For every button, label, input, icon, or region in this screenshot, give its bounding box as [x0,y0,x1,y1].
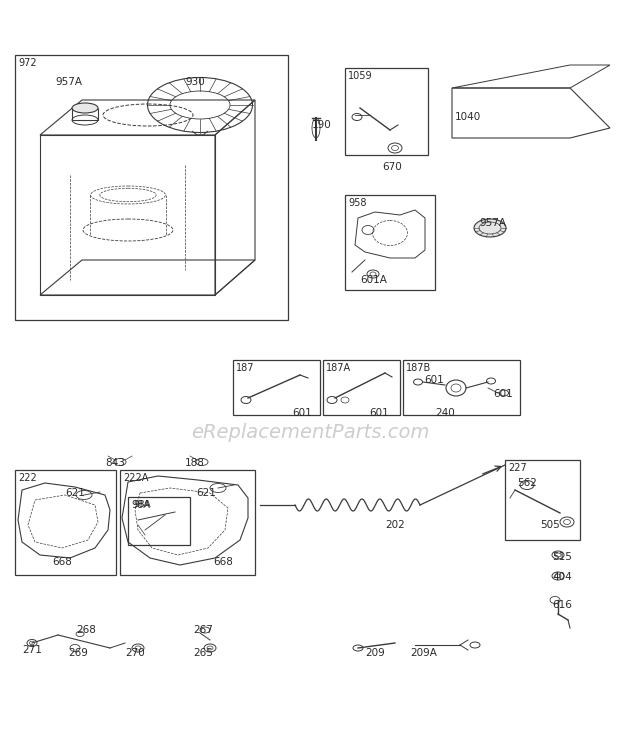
Text: 958: 958 [348,198,366,208]
Text: 265: 265 [193,648,213,658]
Text: 209: 209 [365,648,385,658]
Text: 601A: 601A [360,275,387,285]
Text: eReplacementParts.com: eReplacementParts.com [191,423,429,441]
Text: 601: 601 [424,375,444,385]
Text: 505: 505 [540,520,560,530]
Text: 930: 930 [185,77,205,87]
Text: 190: 190 [312,120,332,130]
Text: 957A: 957A [479,218,506,228]
Text: 670: 670 [382,162,402,172]
Text: 271: 271 [22,645,42,655]
Text: 209A: 209A [410,648,437,658]
Text: 957A: 957A [55,77,82,87]
Text: 222: 222 [18,473,37,483]
Text: 601: 601 [292,408,312,418]
Bar [233,360,320,415]
Ellipse shape [72,103,98,113]
Bar [345,68,428,155]
Text: 621: 621 [196,488,216,498]
Text: 843: 843 [105,458,125,468]
Text: 1059: 1059 [348,71,373,81]
Text: 270: 270 [125,648,144,658]
Text: 187: 187 [236,363,254,373]
Text: 269: 269 [68,648,88,658]
Bar [403,360,520,415]
Bar [120,470,255,575]
Text: 562: 562 [517,478,537,488]
Bar [15,470,116,575]
Bar [505,460,580,540]
Text: 222A: 222A [123,473,148,483]
Text: 187A: 187A [326,363,351,373]
Text: 267: 267 [193,625,213,635]
Text: 98A: 98A [133,500,151,509]
Text: 268: 268 [76,625,96,635]
Text: 668: 668 [213,557,233,567]
Text: 404: 404 [552,572,572,582]
Text: 187B: 187B [406,363,432,373]
Text: 601: 601 [369,408,389,418]
Bar [15,55,288,320]
Text: 188: 188 [185,458,205,468]
Text: 227: 227 [508,463,527,473]
Text: 972: 972 [18,58,37,68]
Text: 202: 202 [385,520,405,530]
Bar [128,497,190,545]
Text: 240: 240 [435,408,454,418]
Text: 98A: 98A [131,500,150,510]
Text: 668: 668 [52,557,72,567]
Text: 515: 515 [552,552,572,562]
Text: 616: 616 [552,600,572,610]
Text: 601: 601 [493,389,513,399]
Bar [345,195,435,290]
Text: 1040: 1040 [455,112,481,122]
Ellipse shape [474,219,506,237]
Bar [323,360,400,415]
Text: 621: 621 [65,488,85,498]
